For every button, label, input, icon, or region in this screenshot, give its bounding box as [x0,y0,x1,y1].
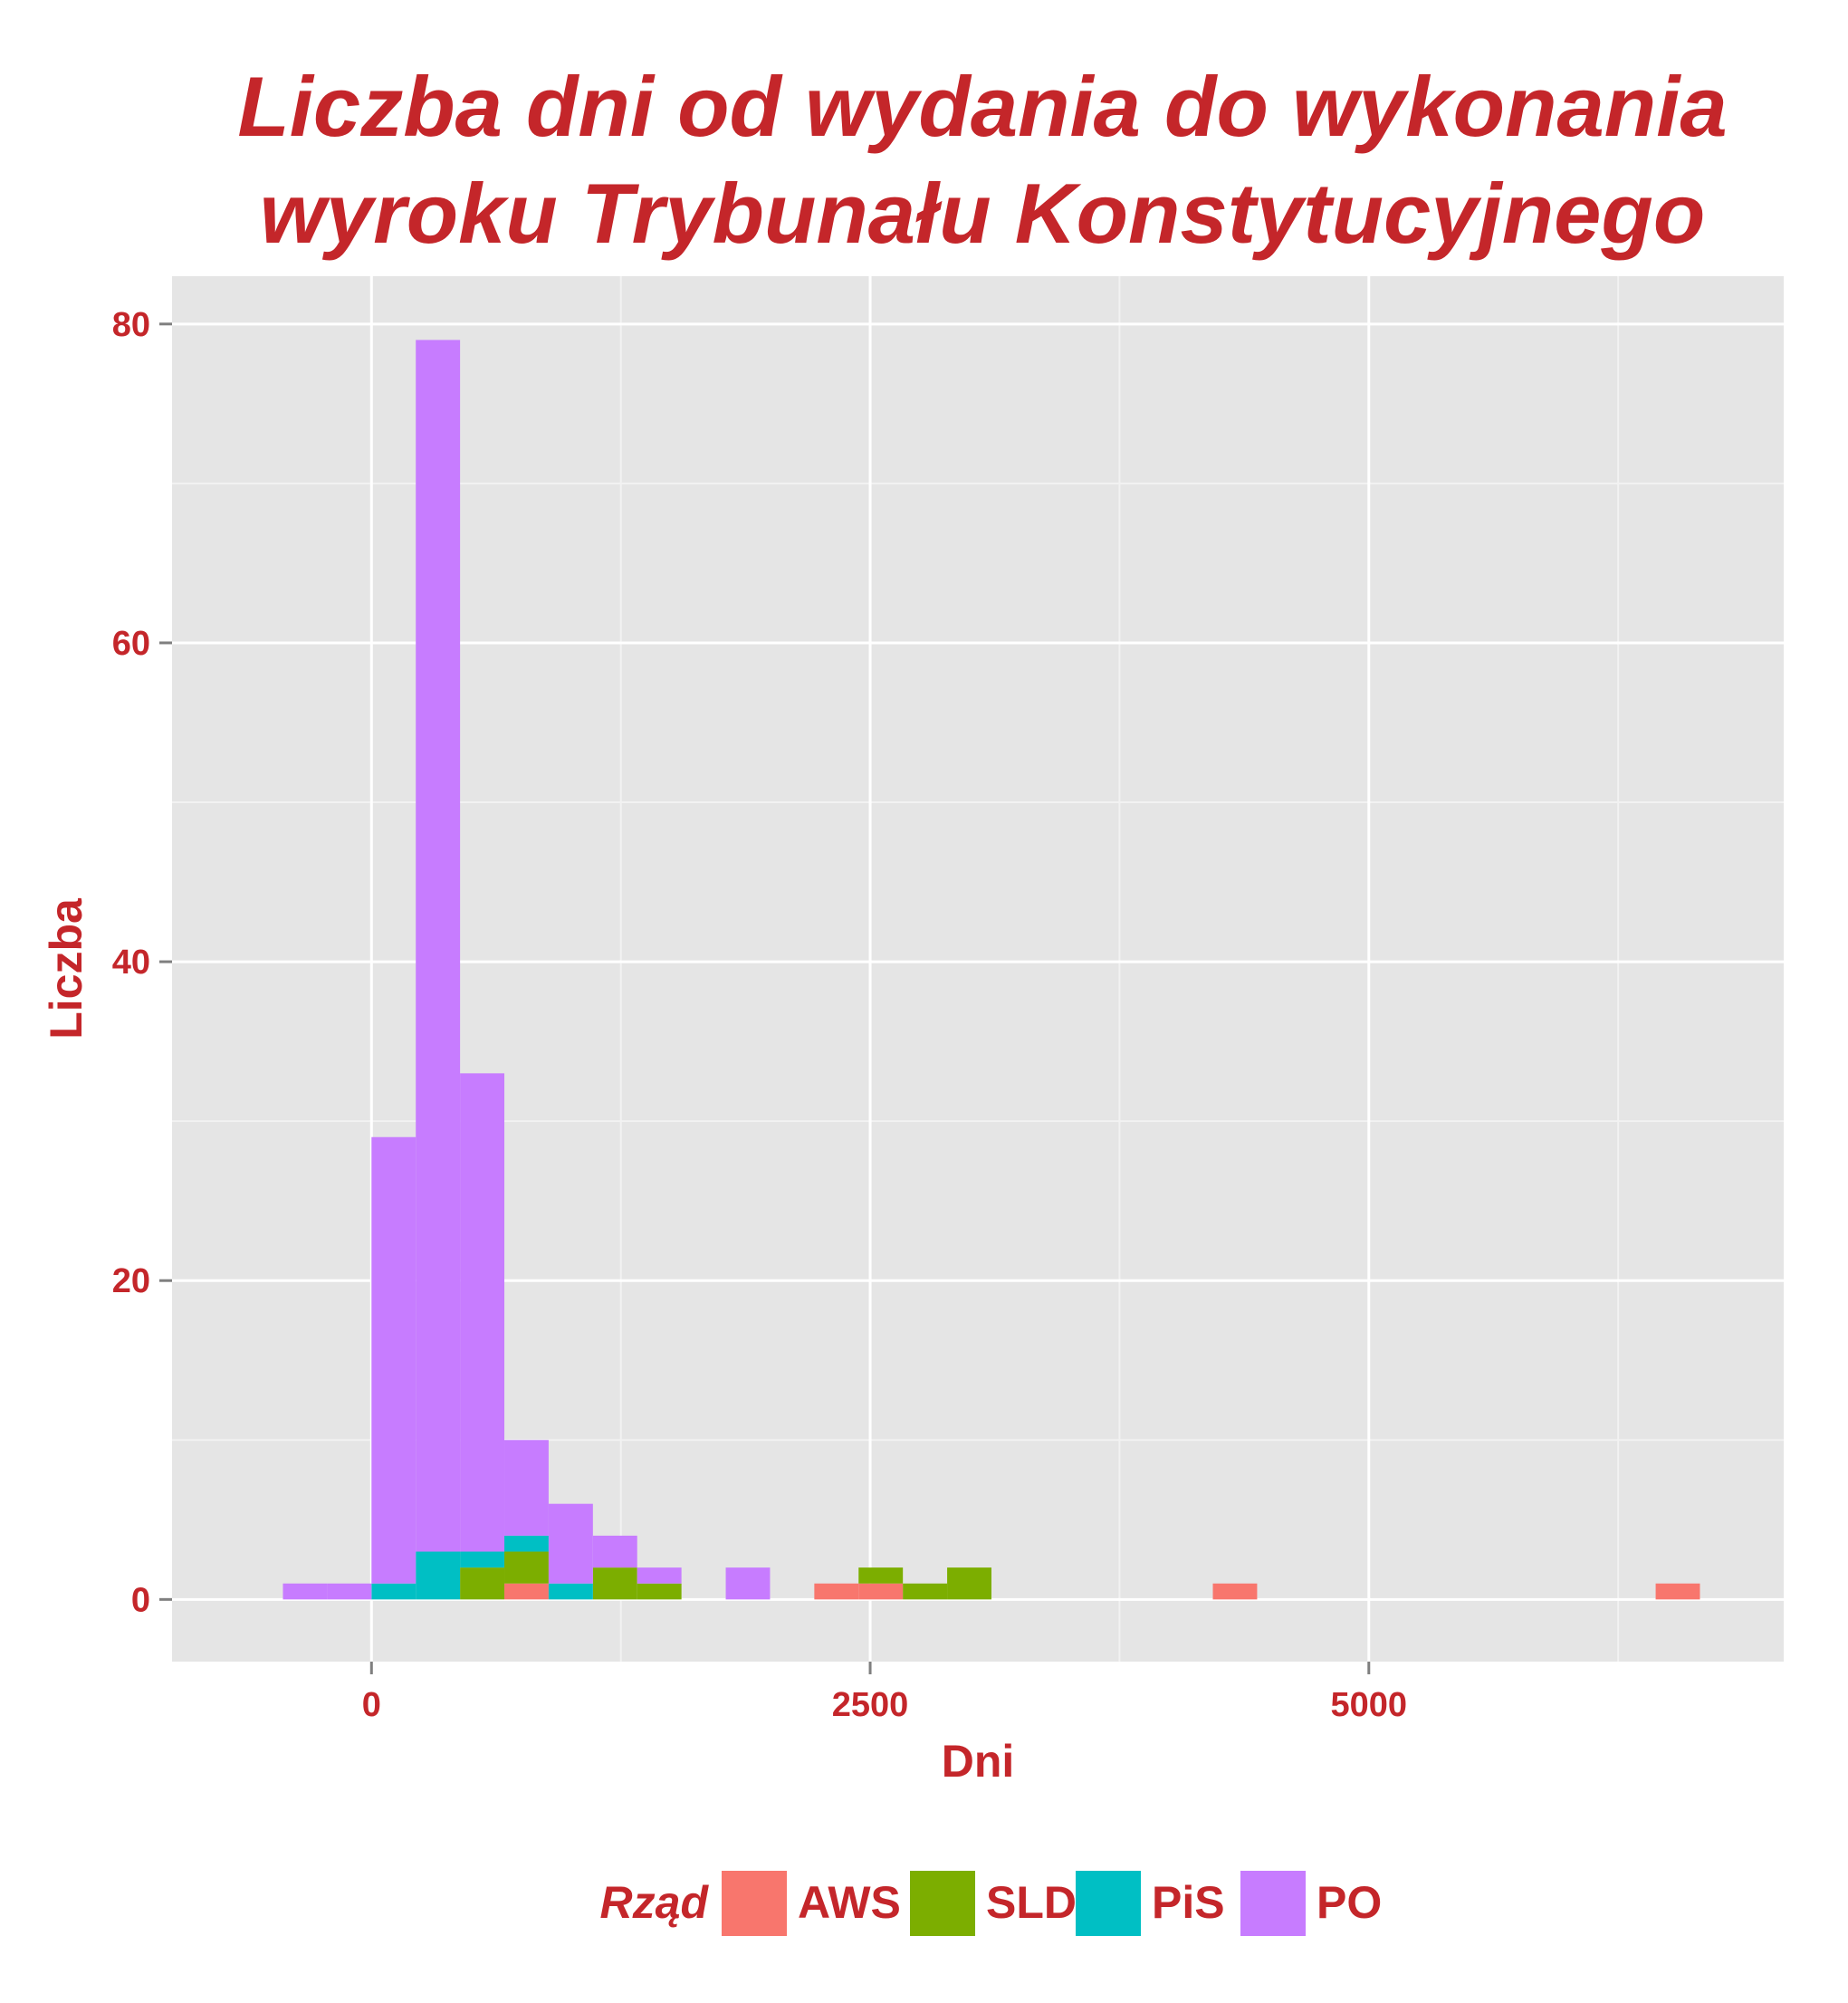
bar-po [460,1073,505,1552]
bar-sld [460,1567,505,1600]
chart-title-line-1: Liczba dni od wydania do wykonania [237,59,1727,154]
legend-label-po: PO [1317,1877,1382,1928]
x-tick-label: 0 [362,1686,381,1724]
y-tick-label: 0 [131,1581,150,1619]
legend-label-sld: SLD [986,1877,1077,1928]
bar-pis [504,1535,549,1552]
bar-sld [947,1567,991,1600]
bar-po [416,340,461,1552]
legend-key-sld [910,1871,975,1936]
bar-aws [1655,1583,1700,1600]
bar-po [592,1535,637,1568]
bar-pis [548,1583,593,1600]
bar-po [504,1440,549,1536]
axes: 0 2500 5000 0 20 40 60 80 [112,306,1407,1724]
bar-pis [460,1551,505,1568]
bar-po [327,1583,372,1600]
bar-aws [858,1583,904,1600]
bar-po [637,1567,682,1584]
legend: Rząd AWS SLD PiS PO [600,1871,1382,1936]
legend-key-aws [722,1871,787,1936]
bar-sld [504,1551,549,1584]
legend-label-pis: PiS [1152,1877,1225,1928]
bar-pis [371,1583,417,1600]
bar-sld [858,1567,904,1584]
histogram-bars [282,340,1700,1600]
legend-key-po [1240,1871,1306,1936]
bar-po [282,1583,328,1600]
bar-sld [903,1583,948,1600]
y-tick-label: 40 [112,944,150,982]
bar-aws [814,1583,859,1600]
chart-title-line-2: wyroku Trybunału Konstytucyjnego [260,166,1706,261]
x-tick-label: 2500 [832,1686,909,1724]
x-tick-label: 5000 [1331,1686,1408,1724]
legend-key-pis [1076,1871,1141,1936]
x-axis-title: Dni [942,1736,1015,1787]
chart-title: Liczba dni od wydania do wykonania wyrok… [237,59,1727,261]
bar-sld [592,1567,637,1600]
y-tick-label: 60 [112,625,150,663]
y-tick-label: 80 [112,306,150,344]
y-axis-title: Liczba [41,897,91,1040]
bar-po [548,1503,593,1584]
bar-aws [504,1583,549,1600]
bar-pis [416,1551,461,1600]
y-tick-label: 20 [112,1262,150,1300]
bar-sld [637,1583,682,1600]
legend-label-aws: AWS [798,1877,901,1928]
bar-po [725,1567,771,1600]
bar-po [371,1136,417,1584]
bar-aws [1212,1583,1258,1600]
legend-title: Rząd [600,1877,710,1928]
